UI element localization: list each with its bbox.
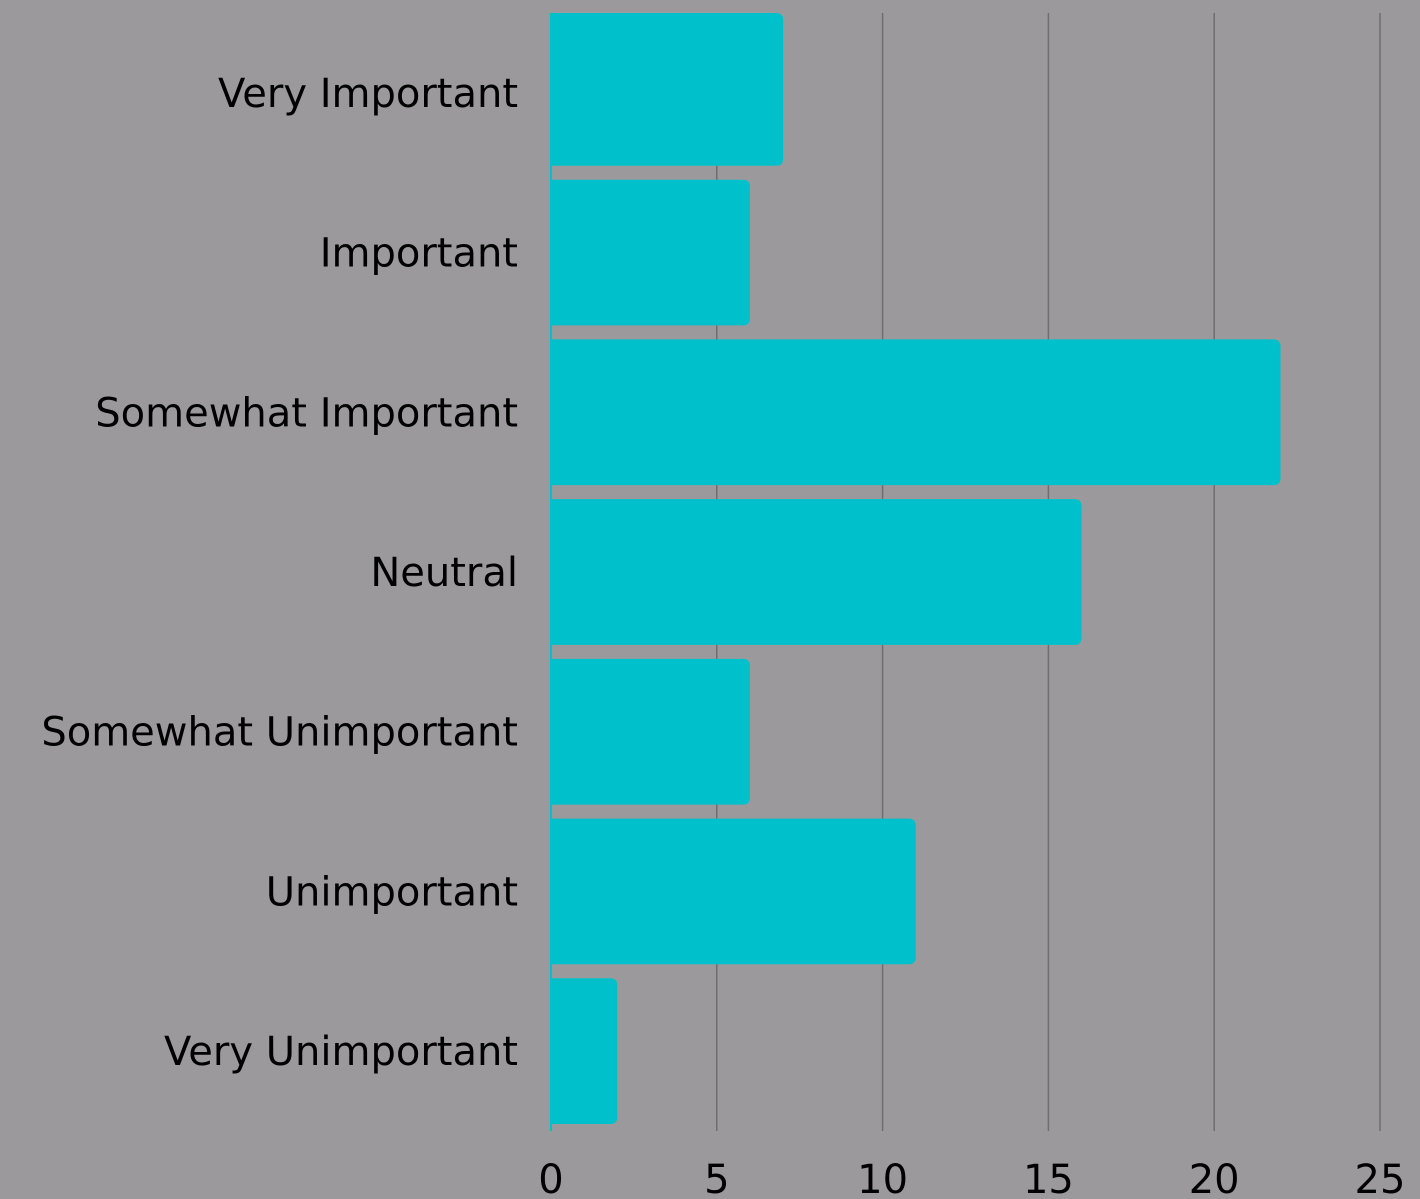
x-tick-labels: 0 5 10 15 20 25 bbox=[538, 1157, 1405, 1199]
category-label: Somewhat Unimportant bbox=[41, 710, 518, 756]
x-tick-label: 10 bbox=[857, 1157, 908, 1199]
x-tick-label: 20 bbox=[1189, 1157, 1240, 1199]
category-label: Unimportant bbox=[266, 869, 518, 915]
bar bbox=[551, 818, 916, 965]
category-label: Important bbox=[320, 231, 518, 277]
category-labels: Very Important Important Somewhat Importan… bbox=[41, 71, 518, 1075]
bar bbox=[551, 658, 750, 805]
category-label: Somewhat Important bbox=[95, 390, 518, 436]
category-label: Very Unimportant bbox=[164, 1029, 518, 1075]
x-tick-label: 0 bbox=[538, 1157, 563, 1199]
bar bbox=[551, 978, 618, 1124]
bar bbox=[551, 179, 750, 326]
x-tick-label: 15 bbox=[1023, 1157, 1074, 1199]
category-label: Neutral bbox=[370, 550, 518, 596]
x-tick-label: 5 bbox=[704, 1157, 729, 1199]
bar bbox=[551, 13, 784, 166]
category-label: Very Important bbox=[218, 71, 518, 117]
x-tick-label: 25 bbox=[1355, 1157, 1406, 1199]
bar bbox=[551, 499, 1082, 645]
bars bbox=[551, 13, 1281, 1124]
bar bbox=[551, 339, 1281, 486]
